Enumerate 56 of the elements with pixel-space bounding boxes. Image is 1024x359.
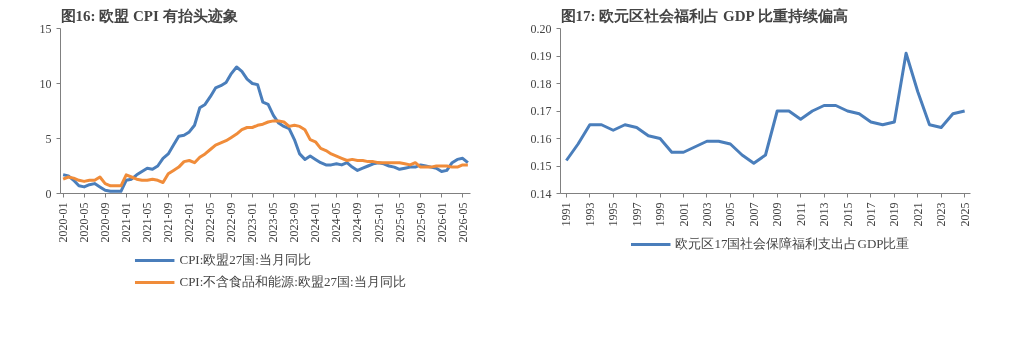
x-tick-label: 2026-01: [434, 202, 449, 243]
x-tick-label: 2020-05: [77, 202, 92, 243]
legend-label: 欧元区17国社会保障福利支出占GDP比重: [675, 235, 910, 253]
line-series: [61, 119, 470, 188]
x-tick-label: 1997: [629, 202, 644, 227]
x-tick-label: 2001: [676, 202, 691, 227]
x-tick-label: 2021-05: [140, 202, 155, 243]
x-tick-label: 2024-05: [329, 202, 344, 243]
x-tick-label: 2007: [746, 202, 761, 227]
y-tick-label: 0: [45, 186, 52, 201]
x-tick-label: 2023-05: [266, 202, 281, 243]
y-tick-label: 0.16: [530, 131, 552, 146]
y-tick-label: 0.18: [530, 76, 552, 91]
x-tick-label: 2019: [887, 202, 902, 227]
x-tick-label: 2023-09: [287, 202, 302, 243]
y-tick-label: 0.17: [530, 104, 552, 118]
x-tick-label: 2022-09: [224, 202, 239, 243]
x-tick-label: 2025-01: [371, 202, 386, 243]
legend-label: CPI:欧盟27国:当月同比: [179, 251, 311, 269]
x-tick-label: 2020-09: [98, 202, 113, 243]
x-tick-label: 2023: [934, 202, 949, 227]
y-tick-label: 0.14: [530, 186, 552, 201]
x-tick-label: 2025-05: [392, 202, 407, 243]
line-series: [564, 51, 967, 165]
x-tick-label: 1999: [653, 202, 668, 227]
x-tick-label: 2011: [793, 202, 808, 227]
x-tick-label: 2024-09: [350, 202, 365, 243]
x-tick-label: 2021-01: [119, 202, 134, 243]
x-tick-label: 2021: [910, 202, 925, 227]
x-tick-label: 2005: [723, 202, 738, 227]
x-tick-label: 2009: [770, 202, 785, 227]
chart-title: 图16: 欧盟 CPI 有抬头迹象: [60, 6, 238, 24]
x-tick-label: 2017: [863, 202, 878, 227]
y-tick-label: 0.20: [530, 21, 552, 36]
x-tick-label: 2026-05: [455, 202, 470, 243]
x-tick-label: 2025: [957, 202, 972, 227]
legend-label: CPI:不含食品和能源:欧盟27国:当月同比: [179, 273, 406, 291]
x-tick-label: 2022-01: [182, 202, 197, 243]
x-tick-label: 1995: [606, 202, 621, 227]
x-tick-label: 1993: [582, 202, 597, 227]
y-tick-label: 0.15: [530, 159, 552, 173]
x-tick-label: 2022-05: [203, 202, 218, 243]
y-tick-label: 0.19: [530, 49, 552, 63]
x-tick-label: 2023-01: [245, 202, 260, 243]
x-tick-label: 2024-01: [308, 202, 323, 243]
y-tick-label: 10: [39, 76, 52, 91]
x-tick-label: 2021-09: [161, 202, 176, 243]
x-tick-label: 2025-09: [413, 202, 428, 243]
y-tick-label: 15: [39, 21, 52, 36]
chart-title: 图17: 欧元区社会福利占 GDP 比重持续偏高: [560, 6, 848, 24]
x-tick-label: 2020-01: [56, 202, 71, 243]
y-tick-label: 5: [45, 131, 52, 146]
x-tick-label: 2003: [699, 202, 714, 227]
x-tick-label: 2013: [817, 202, 832, 227]
x-tick-label: 2015: [840, 202, 855, 227]
x-tick-label: 1991: [559, 202, 574, 227]
